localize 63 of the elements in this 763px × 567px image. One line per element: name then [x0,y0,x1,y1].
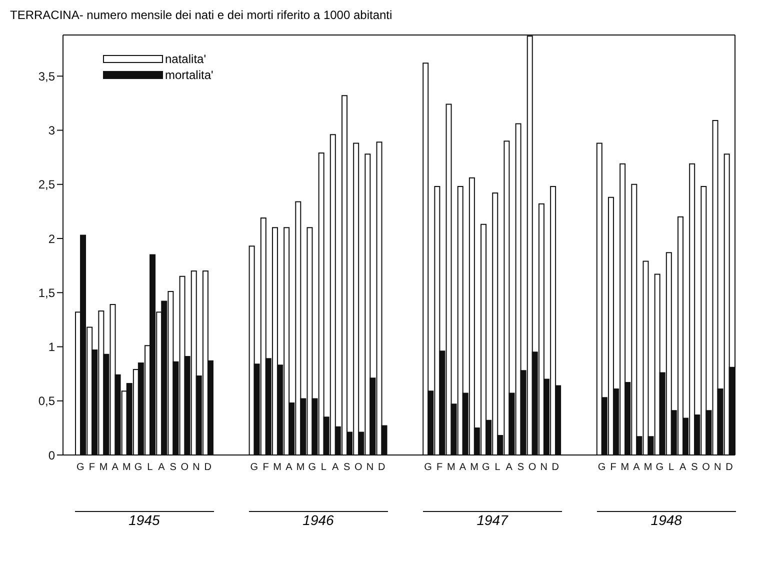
x-tick-label: S [170,462,177,474]
text: 1947 [422,511,562,528]
x-tick-label: G [656,462,664,474]
x-tick-label: G [424,462,432,474]
x-tick-label: M [273,462,282,474]
y-tick-label: 3,5 [38,69,56,84]
x-tick-label: L [320,462,327,474]
y-tick-label: 2,5 [38,178,56,192]
x-tick-label: G [598,462,606,474]
x-tick-label: F [436,462,443,474]
x-tick-label: O [354,462,363,474]
text: 1946 [248,511,388,528]
y-tick-label: 3 [48,124,56,138]
x-tick-label: A [459,462,466,474]
x-tick-label: D [552,462,560,474]
x-tick-label: M [620,462,630,474]
x-tick-label: N [714,462,722,474]
x-tick-label: A [506,462,513,474]
x-tick-label: F [610,462,616,474]
x-tick-label: M [644,462,652,474]
x-tick-label: G [482,462,490,474]
x-tick-label: O [528,462,536,474]
text: 1945 [74,511,214,528]
x-tick-label: S [517,462,524,474]
legend-label: mortalita' [165,68,214,82]
y-tick-label: 2 [48,232,56,246]
x-tick-label: S [344,462,351,474]
x-tick-label: A [680,462,687,474]
x-tick-label: M [99,462,108,474]
x-tick-label: N [192,462,200,474]
legend-label: natalita' [165,52,206,66]
x-tick-label: L [494,462,501,474]
x-tick-label: M [122,462,131,474]
x-tick-label: D [204,462,212,474]
x-tick-label: A [112,462,119,474]
x-tick-label: G [250,462,258,474]
x-tick-label: G [76,462,84,474]
x-tick-label: N [366,462,374,474]
text: 1948 [596,511,736,528]
x-tick-label: A [286,462,293,474]
x-tick-label: A [332,462,339,474]
x-tick-label: N [540,462,548,474]
x-tick-label: M [296,462,305,474]
x-tick-label: A [158,462,166,474]
y-tick-label: 0,5 [38,394,56,408]
x-tick-label: L [147,462,154,474]
x-tick-label: D [726,462,733,474]
x-tick-label: S [691,462,698,474]
x-tick-label: M [470,462,478,474]
x-tick-label: F [262,462,269,474]
x-tick-label: F [88,462,96,474]
x-tick-label: D [378,462,386,474]
y-tick-label: 1,5 [38,286,56,300]
x-tick-label: O [702,462,710,474]
chart-title: TERRACINA- numero mensile dei nati e dei morti riferito a 1000 abitanti [9,8,394,24]
x-tick-label: O [180,462,189,474]
x-tick-label: A [633,462,640,474]
x-tick-label: G [308,462,316,474]
y-tick-label: 0 [48,448,56,462]
y-tick-label: 1 [48,340,56,354]
x-tick-label: M [446,462,456,474]
x-tick-label: L [668,462,674,474]
x-tick-label: G [134,462,142,474]
